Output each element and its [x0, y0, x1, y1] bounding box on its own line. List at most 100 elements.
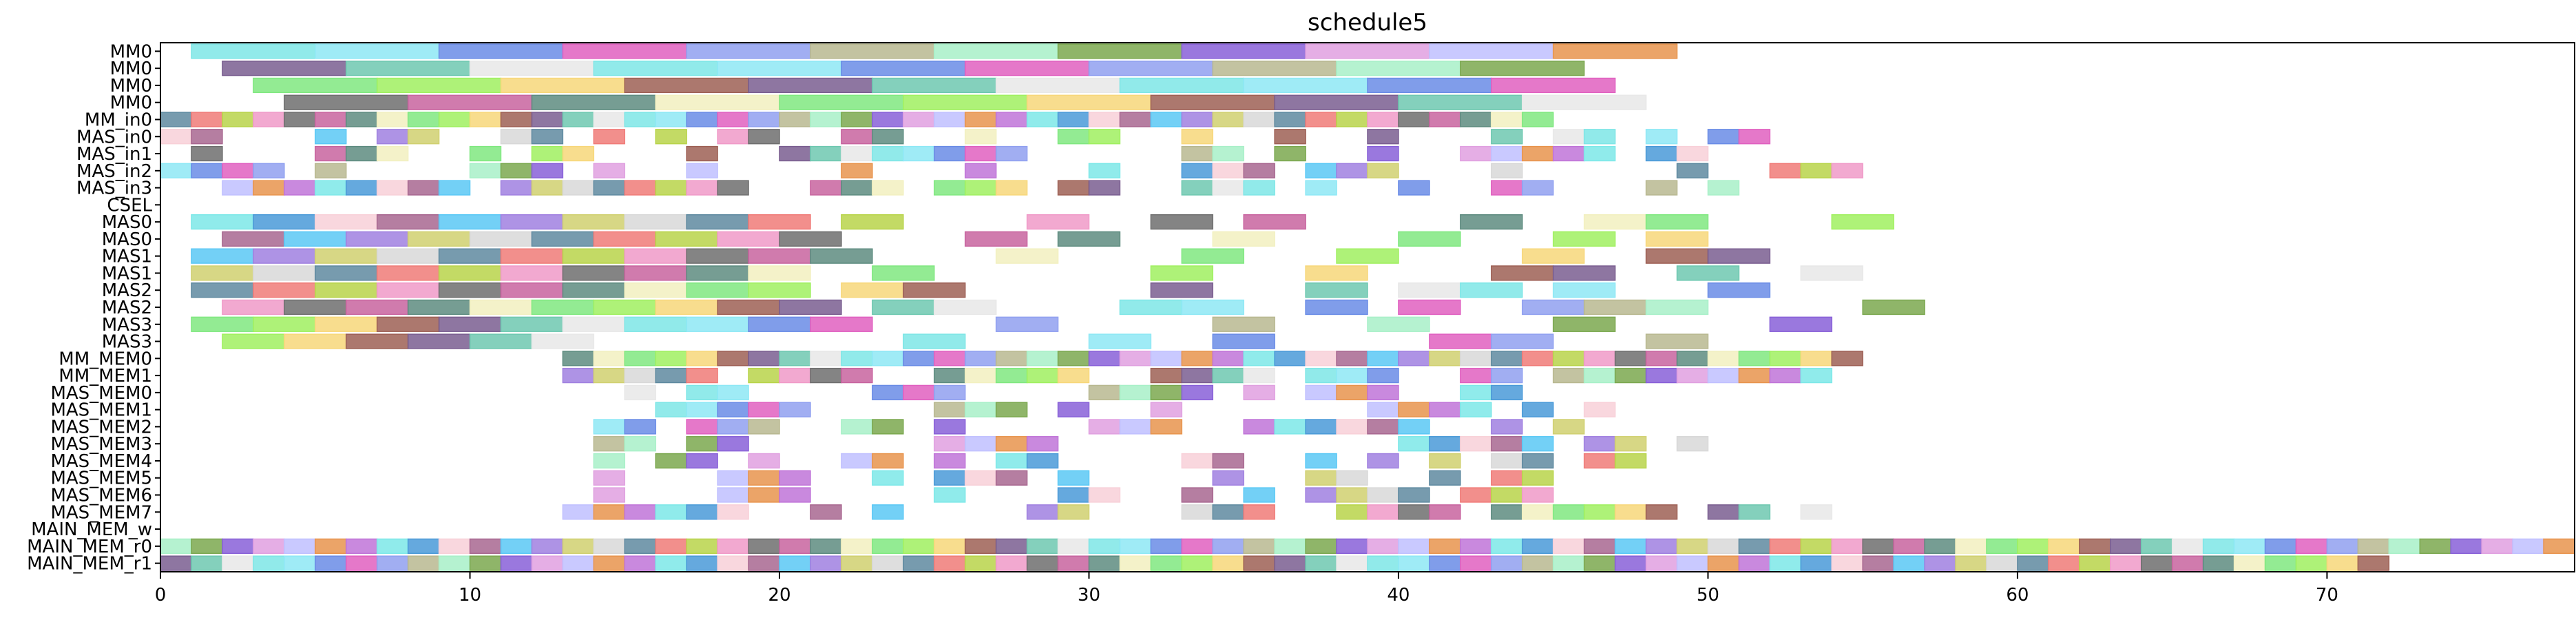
task-bar — [1057, 112, 1090, 127]
task-bar — [562, 504, 595, 520]
task-bar — [717, 402, 749, 417]
task-bar — [1026, 351, 1059, 366]
task-bar — [1429, 351, 1461, 366]
task-bar — [624, 538, 656, 554]
task-bar — [1583, 145, 1616, 162]
task-bar — [686, 145, 718, 162]
task-bar — [872, 351, 904, 366]
task-bar — [191, 43, 316, 59]
task-bar — [1212, 538, 1244, 554]
task-bar — [562, 367, 595, 384]
task-bar — [1119, 555, 1152, 571]
task-bar — [1862, 299, 1925, 316]
task-bar — [562, 214, 625, 230]
task-bar — [779, 351, 811, 366]
task-bar — [1645, 248, 1709, 264]
task-bar — [562, 43, 687, 59]
task-bar — [314, 555, 347, 571]
task-bar — [222, 538, 254, 554]
task-bar — [1212, 163, 1244, 178]
task-bar — [1614, 555, 1647, 571]
task-bar — [1088, 112, 1121, 127]
task-bar — [2481, 538, 2513, 554]
task-bar — [2079, 555, 2111, 571]
task-bar — [531, 163, 564, 178]
task-bar — [1336, 419, 1368, 435]
y-axis: MM0MM0MM0MM0MM_in0MAS_in0MAS_in1MAS_in2M… — [27, 41, 160, 575]
task-bar — [438, 180, 471, 196]
task-bar — [593, 470, 625, 486]
task-bar — [593, 419, 625, 435]
task-bar — [1491, 351, 1523, 366]
task-bar — [2171, 555, 2204, 571]
task-bar — [779, 555, 811, 571]
task-bar — [1491, 504, 1523, 520]
task-bar — [1521, 538, 1554, 554]
y-tick-label: MM0 — [110, 93, 152, 114]
task-bar — [1583, 555, 1616, 571]
task-bar — [1645, 145, 1678, 162]
task-bar — [748, 112, 780, 127]
task-bar — [1491, 145, 1523, 162]
plot-frame — [160, 42, 2575, 572]
task-bar — [717, 180, 749, 196]
task-bar — [191, 214, 254, 230]
task-bar — [810, 145, 842, 162]
task-bar — [1336, 504, 1368, 520]
task-bar — [1645, 231, 1709, 247]
task-bar — [872, 77, 997, 94]
task-bar — [314, 214, 378, 230]
task-bar — [2450, 538, 2482, 554]
task-bar — [1119, 351, 1152, 366]
task-bar — [933, 555, 966, 571]
task-bar — [253, 163, 285, 178]
task-bar — [345, 333, 409, 349]
task-bar — [933, 419, 966, 435]
task-bar — [314, 112, 347, 127]
task-bar — [1676, 265, 1740, 281]
task-bar — [1986, 555, 2018, 571]
task-bar — [1119, 77, 1244, 94]
task-bar — [810, 351, 842, 366]
task-bar — [655, 129, 687, 145]
task-bar — [593, 351, 625, 366]
task-bar — [1367, 419, 1399, 435]
task-bar — [1769, 351, 1802, 366]
task-bar — [593, 180, 625, 196]
task-bar — [407, 299, 471, 316]
task-bar — [1181, 351, 1214, 366]
task-bar — [1367, 504, 1399, 520]
task-bar — [624, 282, 687, 298]
task-bar — [624, 504, 656, 520]
task-bar — [593, 129, 625, 145]
task-bar — [1552, 351, 1585, 366]
task-bar — [1707, 351, 1740, 366]
task-bar — [284, 299, 347, 316]
task-bar — [531, 180, 564, 196]
task-bar — [1274, 129, 1306, 145]
task-bar — [717, 299, 780, 316]
task-bar — [314, 180, 347, 196]
task-bar — [593, 436, 625, 452]
task-bar — [1552, 43, 1678, 59]
task-bar — [841, 145, 873, 162]
task-bar — [376, 248, 440, 264]
task-bar — [1707, 555, 1740, 571]
x-tick-label: 70 — [2316, 585, 2338, 606]
task-bar — [1336, 248, 1399, 264]
task-bar — [1305, 351, 1337, 366]
task-bar — [995, 316, 1059, 332]
task-bar — [1305, 487, 1337, 503]
task-bar — [1614, 453, 1647, 469]
task-bar — [1800, 367, 1832, 384]
task-bar — [1521, 112, 1554, 127]
task-bar — [1552, 145, 1585, 162]
task-bar — [2140, 538, 2173, 554]
task-bar — [686, 436, 718, 452]
task-bar — [933, 112, 966, 127]
task-bar — [655, 180, 687, 196]
task-bar — [995, 367, 1028, 384]
task-bar — [1521, 299, 1585, 316]
task-bar — [1057, 470, 1090, 486]
task-bar — [1552, 316, 1616, 332]
